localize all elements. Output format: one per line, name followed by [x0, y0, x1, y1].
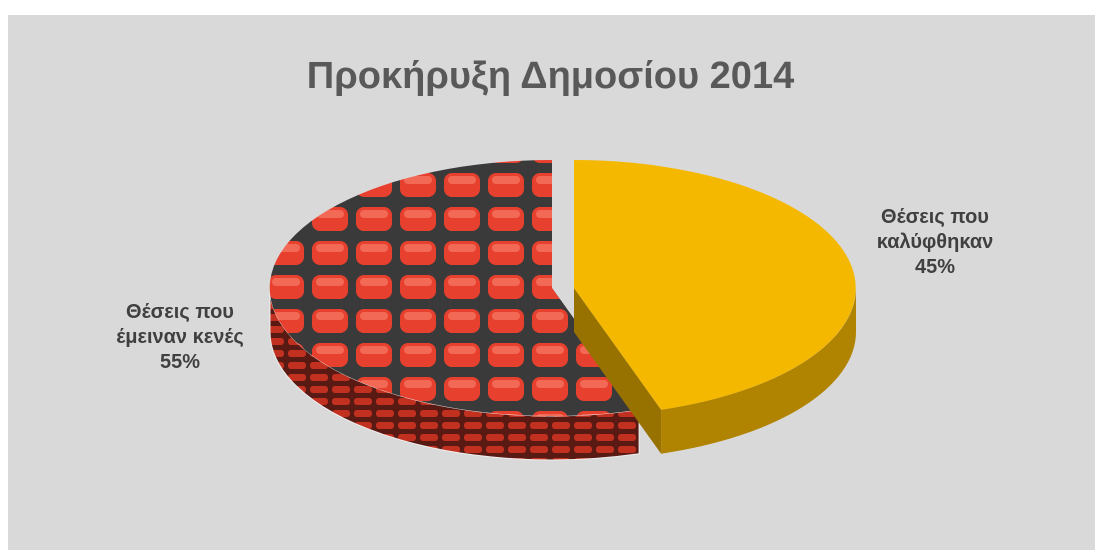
pie-slice [269, 159, 640, 416]
value-label: 45% [914, 256, 956, 278]
pie [269, 159, 856, 461]
data-label: Θέσεις που έμειναν κενές 55% [95, 300, 265, 375]
data-label: Θέσεις που καλύφθηκαν 45% [845, 205, 1025, 280]
category-label: Θέσεις που καλύφθηκαν [876, 206, 994, 253]
slice-side [661, 288, 856, 454]
slice-cut-face [574, 288, 662, 454]
pie-slice [574, 160, 856, 410]
category-label: Θέσεις που έμειναν κενές [116, 301, 244, 348]
value-label: 55% [159, 351, 201, 373]
chart-title: Προκήρυξη Δημοσίου 2014 [306, 55, 795, 97]
